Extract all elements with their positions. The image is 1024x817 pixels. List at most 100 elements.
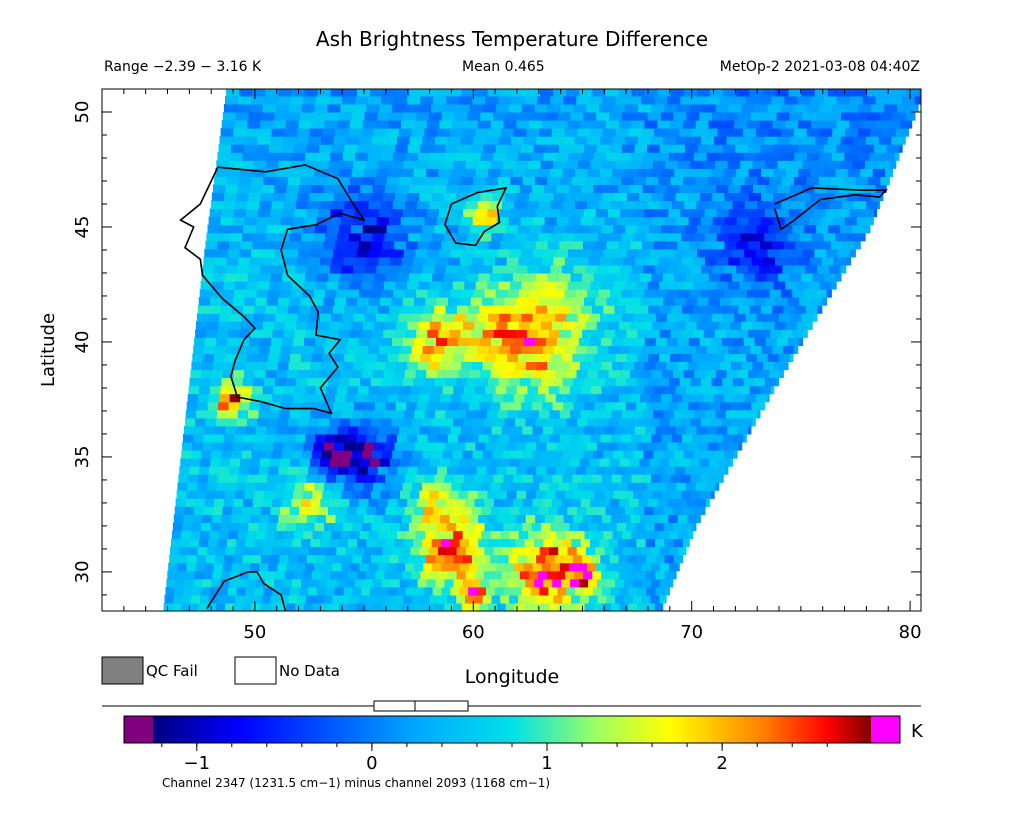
heatmap-cell [474,570,485,580]
heatmap-cell [696,385,708,395]
heatmap-cell [476,466,488,475]
heatmap-cell [279,353,291,362]
heatmap-cell [392,248,405,258]
heatmap-cell [291,450,303,459]
heatmap-cell [226,594,236,604]
heatmap-cell [760,216,774,226]
heatmap-cell [656,482,668,491]
heatmap-cell [409,458,421,467]
heatmap-cell [645,603,656,611]
heatmap-cell [343,256,356,266]
heatmap-cell [586,345,598,354]
colorbar-ticks: −1 0 1 2 [161,743,828,774]
heatmap-cell [434,377,446,387]
heatmap-cell [544,216,558,226]
heatmap-cell [875,95,890,105]
heatmap-cell [689,458,700,467]
heatmap-cell [422,264,435,274]
heatmap-cell [602,192,616,202]
heatmap-cell [665,160,679,169]
heatmap-cell [612,103,626,113]
heatmap-cell [835,232,848,242]
colorbar-tick-label: −1 [184,753,211,774]
heatmap-cell [200,458,211,467]
no-data-label: No Data [279,662,340,680]
heatmap-cell [462,128,477,137]
heatmap-cell [398,554,409,564]
heatmap-cell [497,176,511,185]
heatmap-cell [604,425,616,435]
heatmap-cell [487,490,498,499]
heatmap-cell [239,89,253,97]
heatmap-cell [489,273,502,282]
heatmap-cell [706,498,711,507]
heatmap-cell [763,361,775,371]
heatmap-cell [353,361,365,371]
heatmap-cell [370,89,384,97]
heatmap-cell [875,184,887,193]
heatmap-cell [193,345,205,354]
heatmap-cell [290,95,304,105]
heatmap-cell [541,192,555,202]
heatmap-cell [448,256,461,266]
heatmap-cell [577,417,588,427]
heatmap-cell [651,433,663,443]
heatmap-cell [236,192,250,202]
heatmap-cell [633,232,647,242]
heatmap-cell [298,120,312,129]
heatmap-cell [619,345,631,354]
heatmap-cell [584,144,598,153]
heatmap-cell [220,128,234,137]
heatmap-cell [632,562,643,572]
heatmap-cell [637,136,652,145]
heatmap-cell [384,232,397,242]
heatmap-cell [189,603,200,611]
heatmap-cell [301,450,313,459]
heatmap-cell [401,120,415,129]
heatmap-cell [456,103,471,113]
heatmap-cell [632,208,645,218]
heatmap-cell [441,281,454,290]
heatmap-cell [469,103,484,113]
heatmap-cell [436,256,449,266]
heatmap-cell [674,321,687,330]
heatmap-cell [371,136,385,145]
heatmap-cell [400,490,411,499]
heatmap-cell [556,530,567,540]
heatmap-cell [764,208,778,218]
heatmap-cell [284,433,296,443]
heatmap-cell [385,506,396,515]
heatmap-cell [379,586,389,596]
heatmap-cell [454,474,465,483]
heatmap-cell [665,425,677,435]
heatmap-cell [283,264,296,274]
heatmap-cell [445,144,459,153]
heatmap-cell [748,240,761,250]
heatmap-cell [335,514,346,523]
heatmap-cell [203,256,216,266]
heatmap-cell [573,450,584,459]
heatmap-cell [416,401,428,411]
heatmap-cell [655,466,666,475]
heatmap-cell [720,248,733,258]
heatmap-cell [650,594,660,604]
heatmap-cell [326,224,340,234]
heatmap-cell [673,522,684,532]
heatmap-cell [487,89,502,97]
heatmap-cell [305,433,316,443]
heatmap-cell [625,305,638,314]
heatmap-cell [806,128,821,137]
heatmap-cell [540,160,554,169]
heatmap-cell [308,313,321,322]
heatmap-cell [612,168,626,177]
heatmap-cell [773,281,786,290]
heatmap-cell [535,514,546,523]
heatmap-cell [249,514,260,523]
heatmap-cell [331,530,342,540]
y-tick-label: 30 [72,560,93,583]
heatmap-cell [406,530,417,540]
heatmap-cell [661,393,673,403]
heatmap-cell [299,361,311,371]
heatmap-cell [659,281,672,290]
heatmap-cell [330,89,345,97]
